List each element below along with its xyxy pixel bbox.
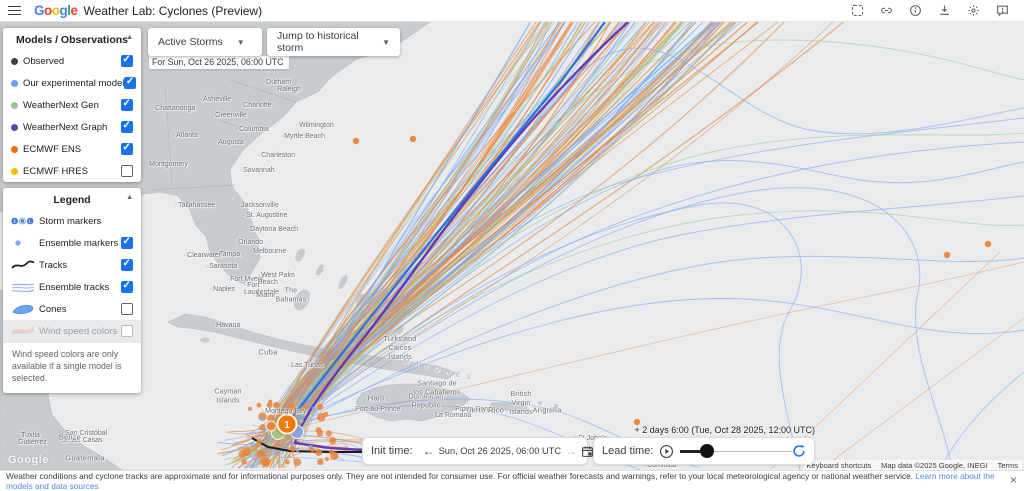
lead-time-control: Lead time: (593, 437, 815, 465)
legend-label: Ensemble tracks (39, 281, 110, 293)
legend-note: Wind speed colors are only available if … (3, 342, 141, 393)
checkbox-checked[interactable] (124, 76, 137, 89)
checkbox-checked[interactable] (121, 54, 133, 67)
top-bar: Google Weather Lab: Cyclones (Preview) (0, 0, 1024, 22)
model-label: ECMWF ENS (23, 143, 82, 155)
svg-text:1: 1 (13, 219, 16, 224)
storm-marker[interactable] (276, 413, 298, 435)
chevron-down-icon: ▼ (382, 37, 390, 47)
checkbox-checked[interactable] (121, 142, 133, 155)
calendar-icon[interactable] (581, 445, 594, 458)
wind-speed-icon (11, 325, 35, 337)
region-select-icon[interactable] (850, 3, 865, 18)
model-row[interactable]: WeatherNext Graph (3, 116, 141, 138)
legend-panel: Legend ▲ 1 L Storm markers Ensemble markers… (3, 188, 141, 393)
checkbox-checked[interactable] (121, 236, 133, 249)
model-label: WeatherNext Gen (23, 99, 99, 111)
terms-link[interactable]: Terms (997, 460, 1018, 470)
legend-label: Storm markers (39, 215, 102, 227)
close-disclaimer-icon[interactable]: × (1009, 473, 1017, 487)
init-time-label: Init time: (371, 445, 413, 457)
chevron-down-icon: ▼ (236, 37, 245, 47)
checkbox-checked[interactable] (121, 98, 133, 111)
share-link-icon[interactable] (879, 3, 894, 18)
checkbox-unchecked[interactable] (121, 165, 133, 177)
legend-label: Tracks (39, 259, 68, 271)
init-time-control: Init time: ← Sun, Oct 26 2025, 06:00 UTC… (362, 437, 593, 465)
legend-row[interactable]: Ensemble markers (3, 232, 141, 254)
map-data-text: Map data ©2025 Google, INEGI (881, 460, 988, 470)
cyclone-map[interactable]: 1 CharlotteRaleighDurhamAshevilleGreenvi… (0, 22, 1024, 470)
init-time-value: Sun, Oct 26 2025, 06:00 UTC (438, 446, 562, 456)
model-row[interactable]: ECMWF ENS (3, 138, 141, 160)
keyboard-shortcuts-link[interactable]: Keyboard shortcuts (806, 460, 872, 470)
svg-text:L: L (29, 219, 32, 224)
model-label: ECMWF HRES (23, 165, 88, 177)
models-observations-panel: Models / Observations ▲ Observed Our expe… (3, 28, 141, 182)
model-color-dot-icon (11, 79, 18, 87)
legend-row[interactable]: Ensemble tracks (3, 276, 141, 298)
ensemble-tracks-icon (11, 281, 35, 293)
next-init-time-icon[interactable]: → (565, 444, 578, 458)
menu-icon[interactable] (8, 5, 34, 16)
lead-time-readout: + 2 days 6:00 (Tue, Oct 28 2025, 12:00 U… (634, 425, 815, 435)
legend-row[interactable]: Tracks (3, 254, 141, 276)
legend-label: Ensemble markers (39, 237, 119, 249)
legend-label: Cones (39, 303, 67, 315)
disclaimer-text: Weather conditions and cyclone tracks ar… (6, 471, 916, 481)
model-row[interactable]: Our experimental model (3, 72, 141, 94)
checkbox-disabled (121, 325, 133, 337)
collapse-panel-icon[interactable]: ▲ (126, 34, 133, 41)
model-color-dot-icon (11, 123, 18, 131)
model-label: Our experimental model (23, 77, 125, 89)
model-color-dot-icon (11, 101, 18, 109)
info-icon[interactable] (908, 3, 923, 18)
lead-time-label: Lead time: (602, 445, 654, 457)
model-row[interactable]: ECMWF HRES (3, 160, 141, 182)
checkbox-checked[interactable] (121, 280, 133, 293)
legend-row[interactable]: Cones (3, 298, 141, 320)
model-color-dot-icon (11, 57, 18, 65)
lead-time-slider[interactable] (680, 444, 792, 458)
page-title: Weather Lab: Cyclones (Preview) (83, 3, 263, 18)
model-color-dot-icon (11, 145, 18, 153)
checkbox-checked[interactable] (121, 258, 133, 271)
learn-more-link[interactable]: Learn more about the models and data sou… (6, 471, 995, 491)
ensemble-marker-icon (11, 237, 35, 249)
model-label: WeatherNext Graph (23, 121, 108, 133)
legend-row[interactable]: Wind speed colors (3, 320, 141, 342)
collapse-legend-icon[interactable]: ▲ (126, 194, 133, 201)
active-storms-dropdown[interactable]: Active Storms ▼ (148, 28, 262, 56)
google-map-watermark: Google (8, 454, 49, 466)
prev-init-time-icon[interactable]: ← (422, 444, 435, 458)
reset-loop-icon[interactable] (792, 444, 806, 458)
legend-row: 1 L Storm markers (3, 210, 141, 232)
map-canvas: 1 (0, 22, 1024, 470)
storm-category-label: 1 (284, 420, 290, 431)
play-animation-icon[interactable] (659, 444, 674, 459)
download-icon[interactable] (937, 3, 952, 18)
legend-label: Wind speed colors (39, 325, 118, 337)
model-color-dot-icon (11, 167, 18, 175)
checkbox-unchecked[interactable] (121, 303, 133, 315)
track-line-icon (11, 259, 35, 271)
slider-knob[interactable] (700, 444, 715, 458)
map-attribution: Keyboard shortcuts Map data ©2025 Google… (802, 460, 1022, 470)
models-panel-header: Models / Observations ▲ (15, 34, 133, 46)
model-row[interactable]: Observed (3, 50, 141, 72)
feedback-icon[interactable] (995, 3, 1010, 18)
disclaimer-bar: Weather conditions and cyclone tracks ar… (0, 470, 1024, 491)
cone-icon (11, 303, 35, 315)
model-row[interactable]: WeatherNext Gen (3, 94, 141, 116)
checkbox-checked[interactable] (121, 120, 133, 133)
historical-storm-dropdown[interactable]: Jump to historical storm ▼ (267, 28, 400, 56)
forecast-date-chip: For Sun, Oct 26 2025, 06:00 UTC (149, 56, 289, 69)
legend-panel-header: Legend ▲ (53, 194, 133, 206)
google-logo: Google (34, 3, 78, 18)
settings-gear-icon[interactable] (966, 3, 981, 18)
model-label: Observed (23, 55, 65, 67)
